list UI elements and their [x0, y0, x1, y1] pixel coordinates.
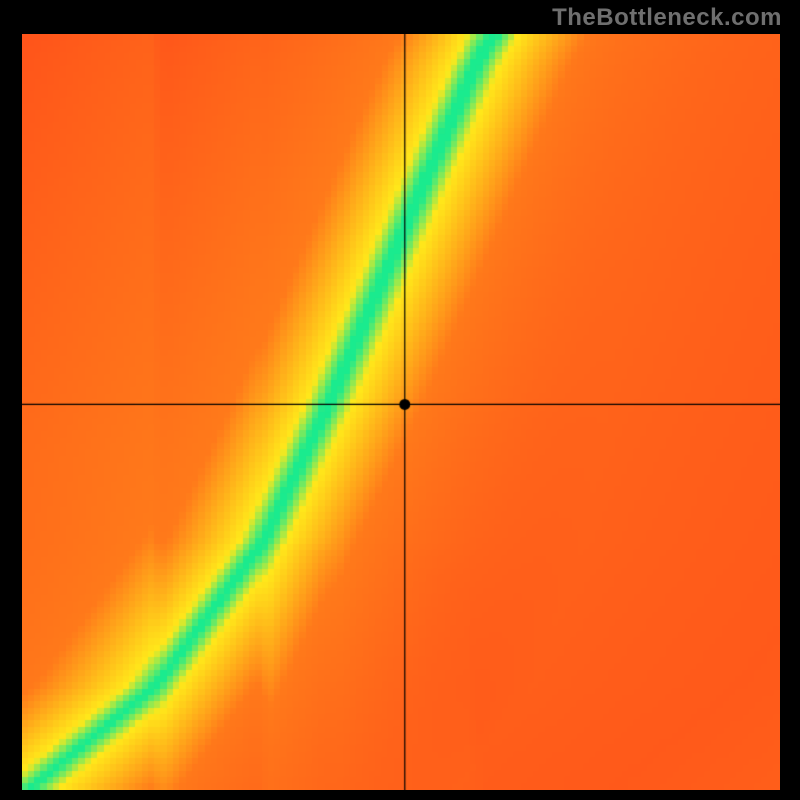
bottleneck-heatmap — [22, 34, 780, 790]
chart-container: { "watermark": { "text": "TheBottleneck.… — [0, 0, 800, 800]
watermark-text: TheBottleneck.com — [552, 4, 782, 32]
